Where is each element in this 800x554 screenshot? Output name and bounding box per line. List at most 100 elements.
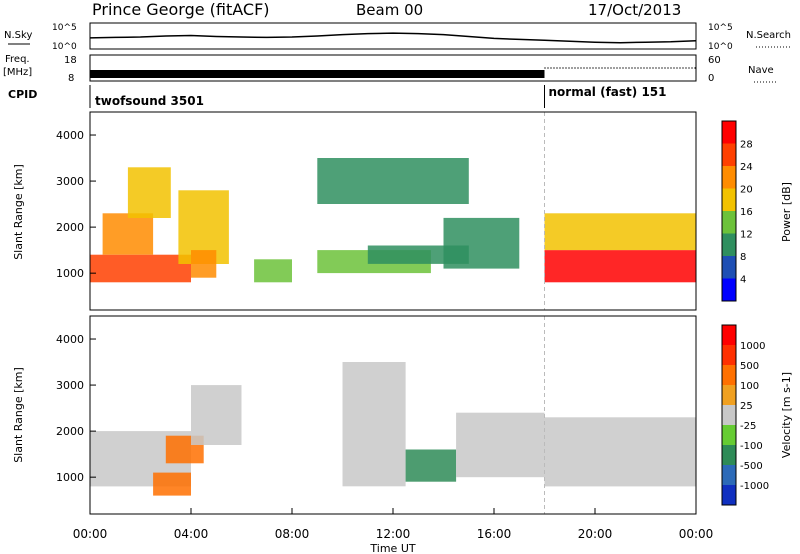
velocity-heatmap	[90, 316, 696, 514]
heatmap-region	[191, 250, 217, 278]
colorbar-tick-label: -500	[740, 461, 763, 472]
noise-sky-label: N.Sky	[4, 30, 32, 41]
colorbar-swatch	[722, 465, 736, 486]
freq-panel: Freq. [MHz] 18 8 60 0 Nave	[3, 54, 776, 84]
y-tick-label: 3000	[56, 175, 84, 188]
noise-left-tick-bottom: 10^0	[52, 42, 77, 52]
colorbar-swatch	[722, 256, 736, 279]
y-tick-label: 3000	[56, 379, 84, 392]
heatmap-region	[90, 254, 191, 283]
date-title: 17/Oct/2013	[588, 1, 681, 19]
power-y-ticks: 4000 3000 2000 1000	[56, 129, 96, 280]
heatmap-region	[342, 362, 406, 487]
x-axis-ticks: 00:00 04:00 08:00 12:00 16:00 20:00 00:00	[73, 508, 714, 541]
colorbar-tick-label: -25	[740, 421, 756, 432]
cpid-segment-1: twofsound 3501	[95, 94, 204, 108]
colorbar-tick-label: 28	[740, 140, 753, 151]
colorbar-swatch	[722, 121, 736, 144]
heatmap-region	[544, 250, 696, 283]
heatmap-region	[456, 412, 545, 478]
colorbar-swatch	[722, 345, 736, 366]
colorbar-swatch	[722, 325, 736, 346]
y-tick-label: 4000	[56, 129, 84, 142]
nave-tick-top: 60	[708, 55, 721, 66]
heatmap-region	[544, 213, 696, 251]
noise-left-tick-top: 10^5	[52, 23, 77, 33]
velocity-y-ticks: 4000 3000 2000 1000	[56, 333, 96, 484]
beam-title: Beam 00	[356, 1, 423, 19]
freq-series-bar	[90, 70, 545, 78]
heatmap-region	[191, 385, 242, 445]
y-tick-label: 1000	[56, 267, 84, 280]
x-tick-label: 12:00	[376, 527, 411, 541]
power-colorbar: 28 24 20 16 12 8 4	[721, 120, 753, 302]
noise-right-tick-top: 10^5	[708, 23, 733, 33]
colorbar-tick-label: 1000	[740, 341, 765, 352]
x-tick-label: 20:00	[578, 527, 613, 541]
colorbar-tick-label: 8	[740, 252, 746, 263]
power-y-label: Slant Range [km]	[12, 164, 25, 260]
colorbar-tick-label: 16	[740, 207, 753, 218]
colorbar-swatch	[722, 365, 736, 386]
power-colorbar-label: Power [dB]	[780, 182, 793, 242]
colorbar-tick-label: 12	[740, 230, 753, 241]
heatmap-region	[153, 472, 191, 496]
x-tick-label: 16:00	[477, 527, 512, 541]
colorbar-swatch	[722, 233, 736, 257]
heatmap-region	[405, 449, 457, 482]
velocity-colorbar: 1000 500 100 25 -25 -100 -500 -1000	[721, 324, 769, 506]
x-tick-label: 08:00	[275, 527, 310, 541]
y-tick-label: 4000	[56, 333, 84, 346]
noise-sky-series	[89, 32, 697, 44]
colorbar-tick-label: 20	[740, 185, 753, 196]
heatmap-region	[127, 167, 171, 218]
heatmap-region	[254, 259, 292, 283]
colorbar-swatch	[722, 143, 736, 167]
x-tick-label: 00:00	[679, 527, 714, 541]
x-tick-label: 00:00	[73, 527, 108, 541]
heatmap-region	[443, 217, 520, 269]
noise-panel: N.Sky 10^5 10^0 10^5 10^0 N.Search	[4, 22, 791, 52]
velocity-panel: 4000 3000 2000 1000 Slant Range [km] 1000 50…	[12, 315, 793, 515]
colorbar-swatch	[722, 425, 736, 446]
power-panel: 4000 3000 2000 1000 Slant Range [km] 28 24 20…	[12, 111, 793, 311]
y-tick-label: 2000	[56, 221, 84, 234]
velocity-y-label: Slant Range [km]	[12, 367, 25, 463]
noise-search-label: N.Search	[746, 30, 791, 41]
colorbar-swatch	[722, 405, 736, 426]
freq-label-2: [MHz]	[3, 67, 32, 78]
station-title: Prince George (fitACF)	[92, 0, 270, 19]
colorbar-tick-label: 24	[740, 162, 753, 173]
cpid-panel: CPID twofsound 3501 normal (fast) 151	[8, 85, 667, 108]
heatmap-region	[317, 158, 469, 204]
freq-tick-bottom: 8	[68, 73, 74, 84]
colorbar-tick-label: 4	[740, 275, 746, 286]
y-tick-label: 1000	[56, 471, 84, 484]
colorbar-swatch	[722, 166, 736, 189]
freq-label-1: Freq.	[5, 54, 30, 65]
colorbar-tick-label: 25	[740, 401, 753, 412]
colorbar-swatch	[722, 188, 736, 212]
noise-right-tick-bottom: 10^0	[708, 42, 733, 52]
y-tick-label: 2000	[56, 425, 84, 438]
colorbar-swatch	[722, 445, 736, 466]
colorbar-swatch	[722, 278, 736, 302]
power-heatmap	[90, 112, 696, 310]
x-tick-label: 04:00	[174, 527, 209, 541]
nave-tick-bottom: 0	[708, 73, 714, 84]
freq-tick-top: 18	[64, 55, 77, 66]
colorbar-tick-label: -1000	[740, 481, 769, 492]
cpid-segment-2: normal (fast) 151	[549, 85, 667, 99]
colorbar-swatch	[722, 385, 736, 406]
heatmap-region	[544, 417, 696, 487]
velocity-colorbar-label: Velocity [m s-1]	[780, 372, 793, 458]
colorbar-tick-label: 500	[740, 361, 759, 372]
colorbar-tick-label: -100	[740, 441, 763, 452]
x-axis-label: Time UT	[369, 542, 415, 554]
heatmap-region	[102, 213, 154, 255]
colorbar-swatch	[722, 485, 736, 506]
colorbar-tick-label: 100	[740, 381, 759, 392]
nave-label: Nave	[748, 65, 774, 76]
